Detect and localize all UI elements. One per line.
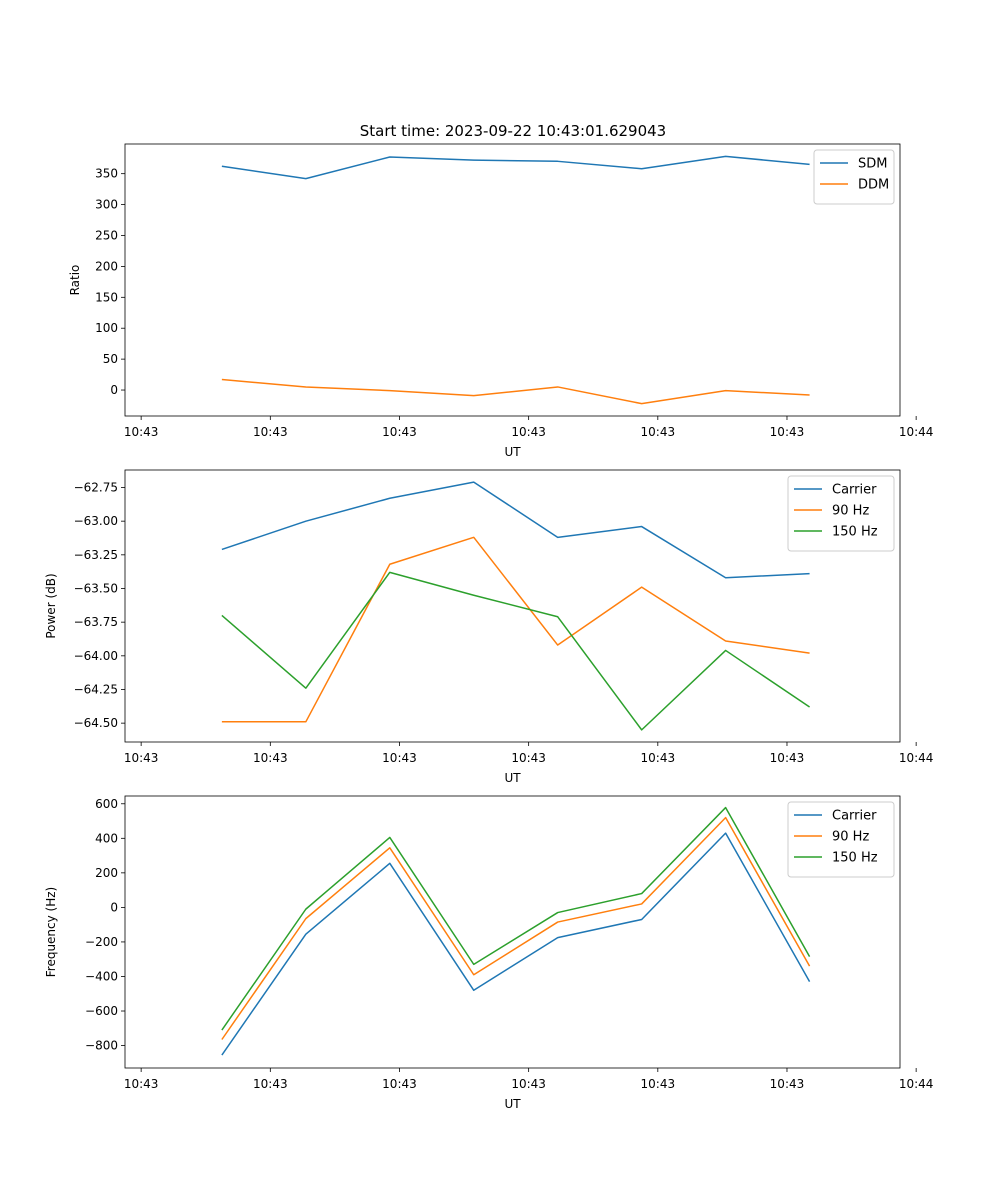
x-tick-label: 10:43 (382, 425, 417, 439)
x-tick-label: 10:43 (124, 1077, 159, 1091)
x-axis-label: UT (504, 1097, 521, 1111)
y-tick-label: −63.50 (74, 581, 118, 595)
x-tick-label: 10:43 (511, 751, 546, 765)
y-tick-label: −64.50 (74, 716, 118, 730)
x-tick-label: 10:43 (124, 751, 159, 765)
x-axis-label: UT (504, 445, 521, 459)
x-tick-label: 10:43 (124, 425, 159, 439)
x-tick-label: 10:44 (899, 751, 934, 765)
y-tick-label: 300 (95, 198, 118, 212)
subplots: 10:43 10:43 10:43 10:43 10:43 10:43 10:44 0 50 10… (44, 143, 934, 1111)
legend-label: Carrier (832, 483, 877, 498)
y-tick-label: −64.00 (74, 649, 118, 663)
x-tick-label: 10:43 (511, 1077, 546, 1091)
y-axis-label: Power (dB) (44, 573, 58, 638)
y-axis-label: Frequency (Hz) (44, 887, 58, 978)
x-tick-label: 10:43 (253, 425, 288, 439)
y-axis-label: Ratio (68, 265, 82, 296)
legend: Carrier 90 Hz 150 Hz (787, 475, 895, 552)
legend-label: 150 Hz (832, 525, 878, 540)
subplot-3: 10:43 10:43 10:43 10:43 10:43 10:43 10:44 −800 −… (44, 795, 934, 1111)
series-line-150-hz (221, 806, 811, 1031)
y-tick-label: 600 (95, 797, 118, 811)
y-tick-label: 0 (110, 900, 118, 914)
y-tick-label: 350 (95, 167, 118, 181)
y-tick-label: −200 (85, 935, 118, 949)
x-tick-label: 10:43 (641, 751, 676, 765)
y-tick-label: 50 (103, 352, 118, 366)
legend-label: 90 Hz (832, 504, 869, 519)
series-line-sdm (221, 155, 810, 180)
axes-frame (124, 143, 901, 417)
x-tick-label: 10:43 (641, 1077, 676, 1091)
legend: SDM DDM (813, 149, 895, 205)
series-line-90-hz (221, 816, 811, 1040)
x-tick-label: 10:43 (770, 1077, 805, 1091)
series-line-carrier (221, 832, 811, 1056)
axes-frame (124, 469, 901, 743)
y-tick-label: −63.00 (74, 514, 118, 528)
legend-label: SDM (858, 157, 887, 172)
x-tick-label: 10:44 (899, 1077, 934, 1091)
y-tick-label: −600 (85, 1004, 118, 1018)
x-tick-label: 10:43 (770, 751, 805, 765)
y-tick-label: 150 (95, 290, 118, 304)
series-line-carrier (221, 481, 810, 579)
legend-label: DDM (858, 178, 889, 193)
x-tick-label: 10:43 (382, 751, 417, 765)
series-line-ddm (221, 378, 810, 405)
legend-frame (787, 801, 895, 878)
figure-title: Start time: 2023-09-22 10:43:01.629043 (360, 122, 666, 140)
y-tick-label: 0 (110, 383, 118, 397)
y-tick-label: −63.75 (74, 615, 118, 629)
x-axis-label: UT (504, 771, 521, 785)
y-tick-label: −62.75 (74, 481, 118, 495)
y-tick-label: 400 (95, 831, 118, 845)
x-tick-label: 10:43 (770, 425, 805, 439)
x-tick-label: 10:43 (511, 425, 546, 439)
y-tick-label: −800 (85, 1039, 118, 1053)
x-tick-label: 10:43 (253, 1077, 288, 1091)
y-tick-label: −63.25 (74, 548, 118, 562)
subplot-1: 10:43 10:43 10:43 10:43 10:43 10:43 10:44 0 50 10… (68, 143, 934, 459)
legend-label: 150 Hz (832, 851, 878, 866)
x-tick-label: 10:43 (253, 751, 288, 765)
axes-frame (124, 795, 901, 1069)
legend-label: Carrier (832, 809, 877, 824)
subplot-2: 10:43 10:43 10:43 10:43 10:43 10:43 10:44 −64.5… (44, 469, 934, 785)
x-tick-label: 10:44 (899, 425, 934, 439)
legend-label: 90 Hz (832, 830, 869, 845)
y-tick-label: −400 (85, 969, 118, 983)
y-tick-label: 250 (95, 228, 118, 242)
y-tick-label: 100 (95, 321, 118, 335)
x-tick-label: 10:43 (641, 425, 676, 439)
y-tick-label: 200 (95, 259, 118, 273)
legend: Carrier 90 Hz 150 Hz (787, 801, 895, 878)
y-tick-label: 200 (95, 866, 118, 880)
series-line-150-hz (221, 571, 810, 731)
y-tick-label: −64.25 (74, 682, 118, 696)
x-tick-label: 10:43 (382, 1077, 417, 1091)
legend-frame (787, 475, 895, 552)
series-line-90-hz (221, 536, 810, 723)
